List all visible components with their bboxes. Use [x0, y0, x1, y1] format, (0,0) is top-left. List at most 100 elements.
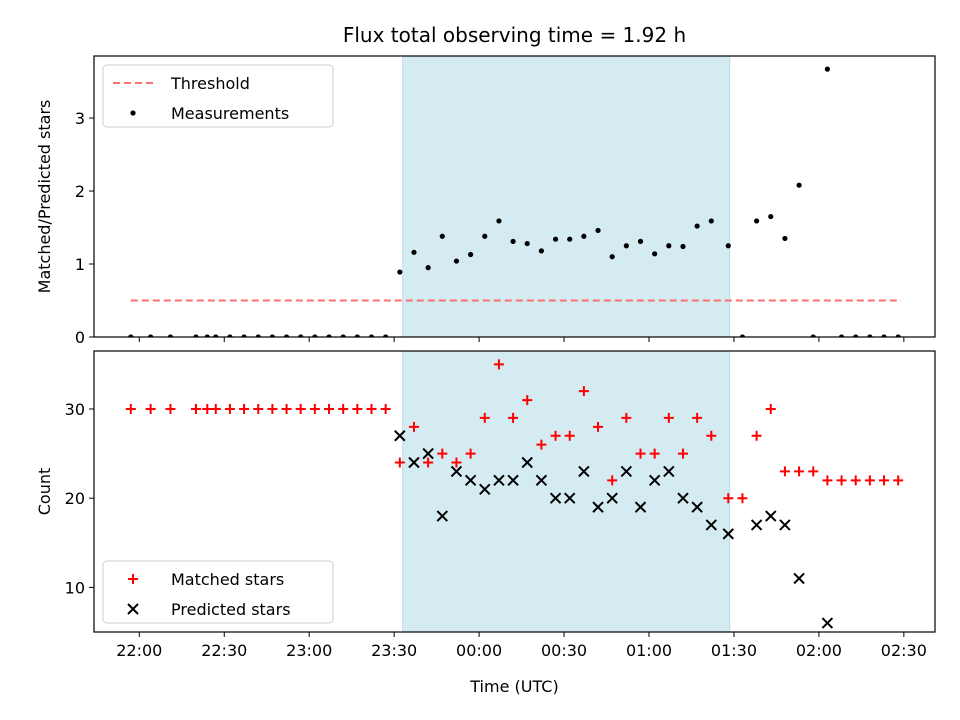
measurement-point — [425, 265, 431, 271]
axes-frame — [93, 350, 936, 633]
matched-point — [145, 403, 156, 414]
matched-point — [423, 457, 434, 468]
measurement-point — [595, 227, 601, 234]
x-tick-label: 02:00 — [796, 641, 842, 660]
x-tick-label: 00:30 — [541, 641, 587, 660]
predicted-point — [648, 474, 661, 487]
x-tick-label: 00:00 — [456, 641, 502, 660]
matched-point — [508, 412, 519, 423]
predicted-point — [578, 465, 590, 478]
matched-point — [493, 359, 504, 370]
predicted-point — [592, 501, 604, 513]
matched-point — [465, 448, 476, 459]
measurement-point — [340, 334, 346, 337]
predicted-point — [793, 572, 805, 585]
matched-point — [836, 475, 847, 486]
measurement-point — [725, 243, 731, 249]
matched-point — [723, 493, 734, 504]
measurement-point — [453, 258, 460, 264]
measurement-point — [439, 233, 445, 239]
legend-label: Measurements — [171, 104, 289, 123]
legend-box — [102, 560, 334, 624]
measurement-point — [283, 334, 290, 337]
predicted-point — [479, 483, 491, 495]
count-panel: 10 20 30 22:00 22:30 23:00 23:30 00:00 00:30 01:0… — [35, 350, 936, 660]
measurement-point — [810, 334, 816, 337]
x-tick-label: 02:30 — [881, 641, 927, 660]
predicted-point — [722, 528, 734, 540]
measurement-point — [213, 334, 219, 337]
matched-point — [479, 412, 490, 423]
measurement-point — [510, 238, 516, 244]
matched-point — [281, 403, 292, 414]
legend-label: Matched stars — [171, 570, 284, 589]
measurement-point — [708, 218, 714, 224]
y-tick-label: 30 — [65, 400, 85, 419]
matched-point — [309, 403, 320, 414]
matched-point — [663, 412, 674, 423]
matched-point — [794, 466, 805, 477]
predicted-point — [549, 492, 562, 504]
matched-point — [366, 403, 377, 414]
measurement-point — [867, 334, 873, 337]
predicted-point — [507, 474, 519, 487]
measurement-point — [269, 334, 275, 337]
matched-point — [779, 466, 790, 477]
legend: Matched stars Predicted stars — [102, 560, 334, 624]
legend-label: Predicted stars — [171, 600, 291, 619]
matched-point — [190, 403, 201, 414]
matched-point — [550, 430, 561, 441]
legend-x-swatch — [127, 603, 139, 615]
matched-point — [850, 475, 861, 486]
matched-point — [408, 421, 419, 432]
measurement-point — [824, 66, 830, 72]
predicted-point — [620, 465, 633, 478]
measurement-point — [397, 269, 403, 275]
predicted-point — [564, 492, 576, 504]
axes-frame — [93, 55, 936, 338]
matched-point — [253, 403, 264, 414]
matched-point — [536, 439, 547, 450]
measurement-point — [167, 334, 174, 337]
data-layer — [125, 359, 904, 629]
measurement-point — [838, 334, 845, 337]
matched-point — [210, 403, 221, 414]
predicted-point — [663, 465, 675, 478]
measurement-point — [895, 334, 901, 337]
predicted-point — [464, 474, 477, 487]
measurement-point — [148, 334, 154, 337]
y-tick-label: 20 — [65, 489, 85, 508]
legend-dot-swatch — [130, 110, 136, 116]
matched-point — [224, 403, 235, 414]
chart-title: Flux total observing time = 1.92 h — [343, 23, 686, 47]
predicted-point — [521, 456, 533, 469]
matched-point — [202, 403, 213, 414]
matched-point — [578, 386, 589, 397]
measurement-point — [623, 243, 629, 249]
matched-point — [451, 457, 462, 468]
observing-span — [402, 350, 731, 633]
measurement-point — [782, 235, 788, 242]
predicted-point — [705, 519, 718, 531]
measurement-point — [128, 334, 134, 337]
measurement-point — [754, 218, 760, 224]
matched-point — [437, 448, 448, 459]
matched-point — [522, 395, 533, 406]
measurement-point — [581, 233, 587, 239]
legend-plus-swatch — [128, 574, 138, 584]
measurement-point — [853, 334, 859, 337]
matched-point — [295, 403, 306, 414]
measurement-point — [538, 248, 545, 254]
matched-point — [338, 403, 349, 414]
matched-point — [239, 403, 250, 414]
predicted-point — [422, 447, 434, 460]
predicted-point — [394, 430, 406, 442]
matched-point — [125, 403, 136, 414]
matched-point — [706, 430, 717, 441]
matched-point — [394, 457, 405, 468]
matched-point — [765, 403, 776, 414]
measurement-point — [666, 243, 672, 249]
measurement-point — [739, 334, 746, 337]
matched-point — [352, 403, 363, 414]
